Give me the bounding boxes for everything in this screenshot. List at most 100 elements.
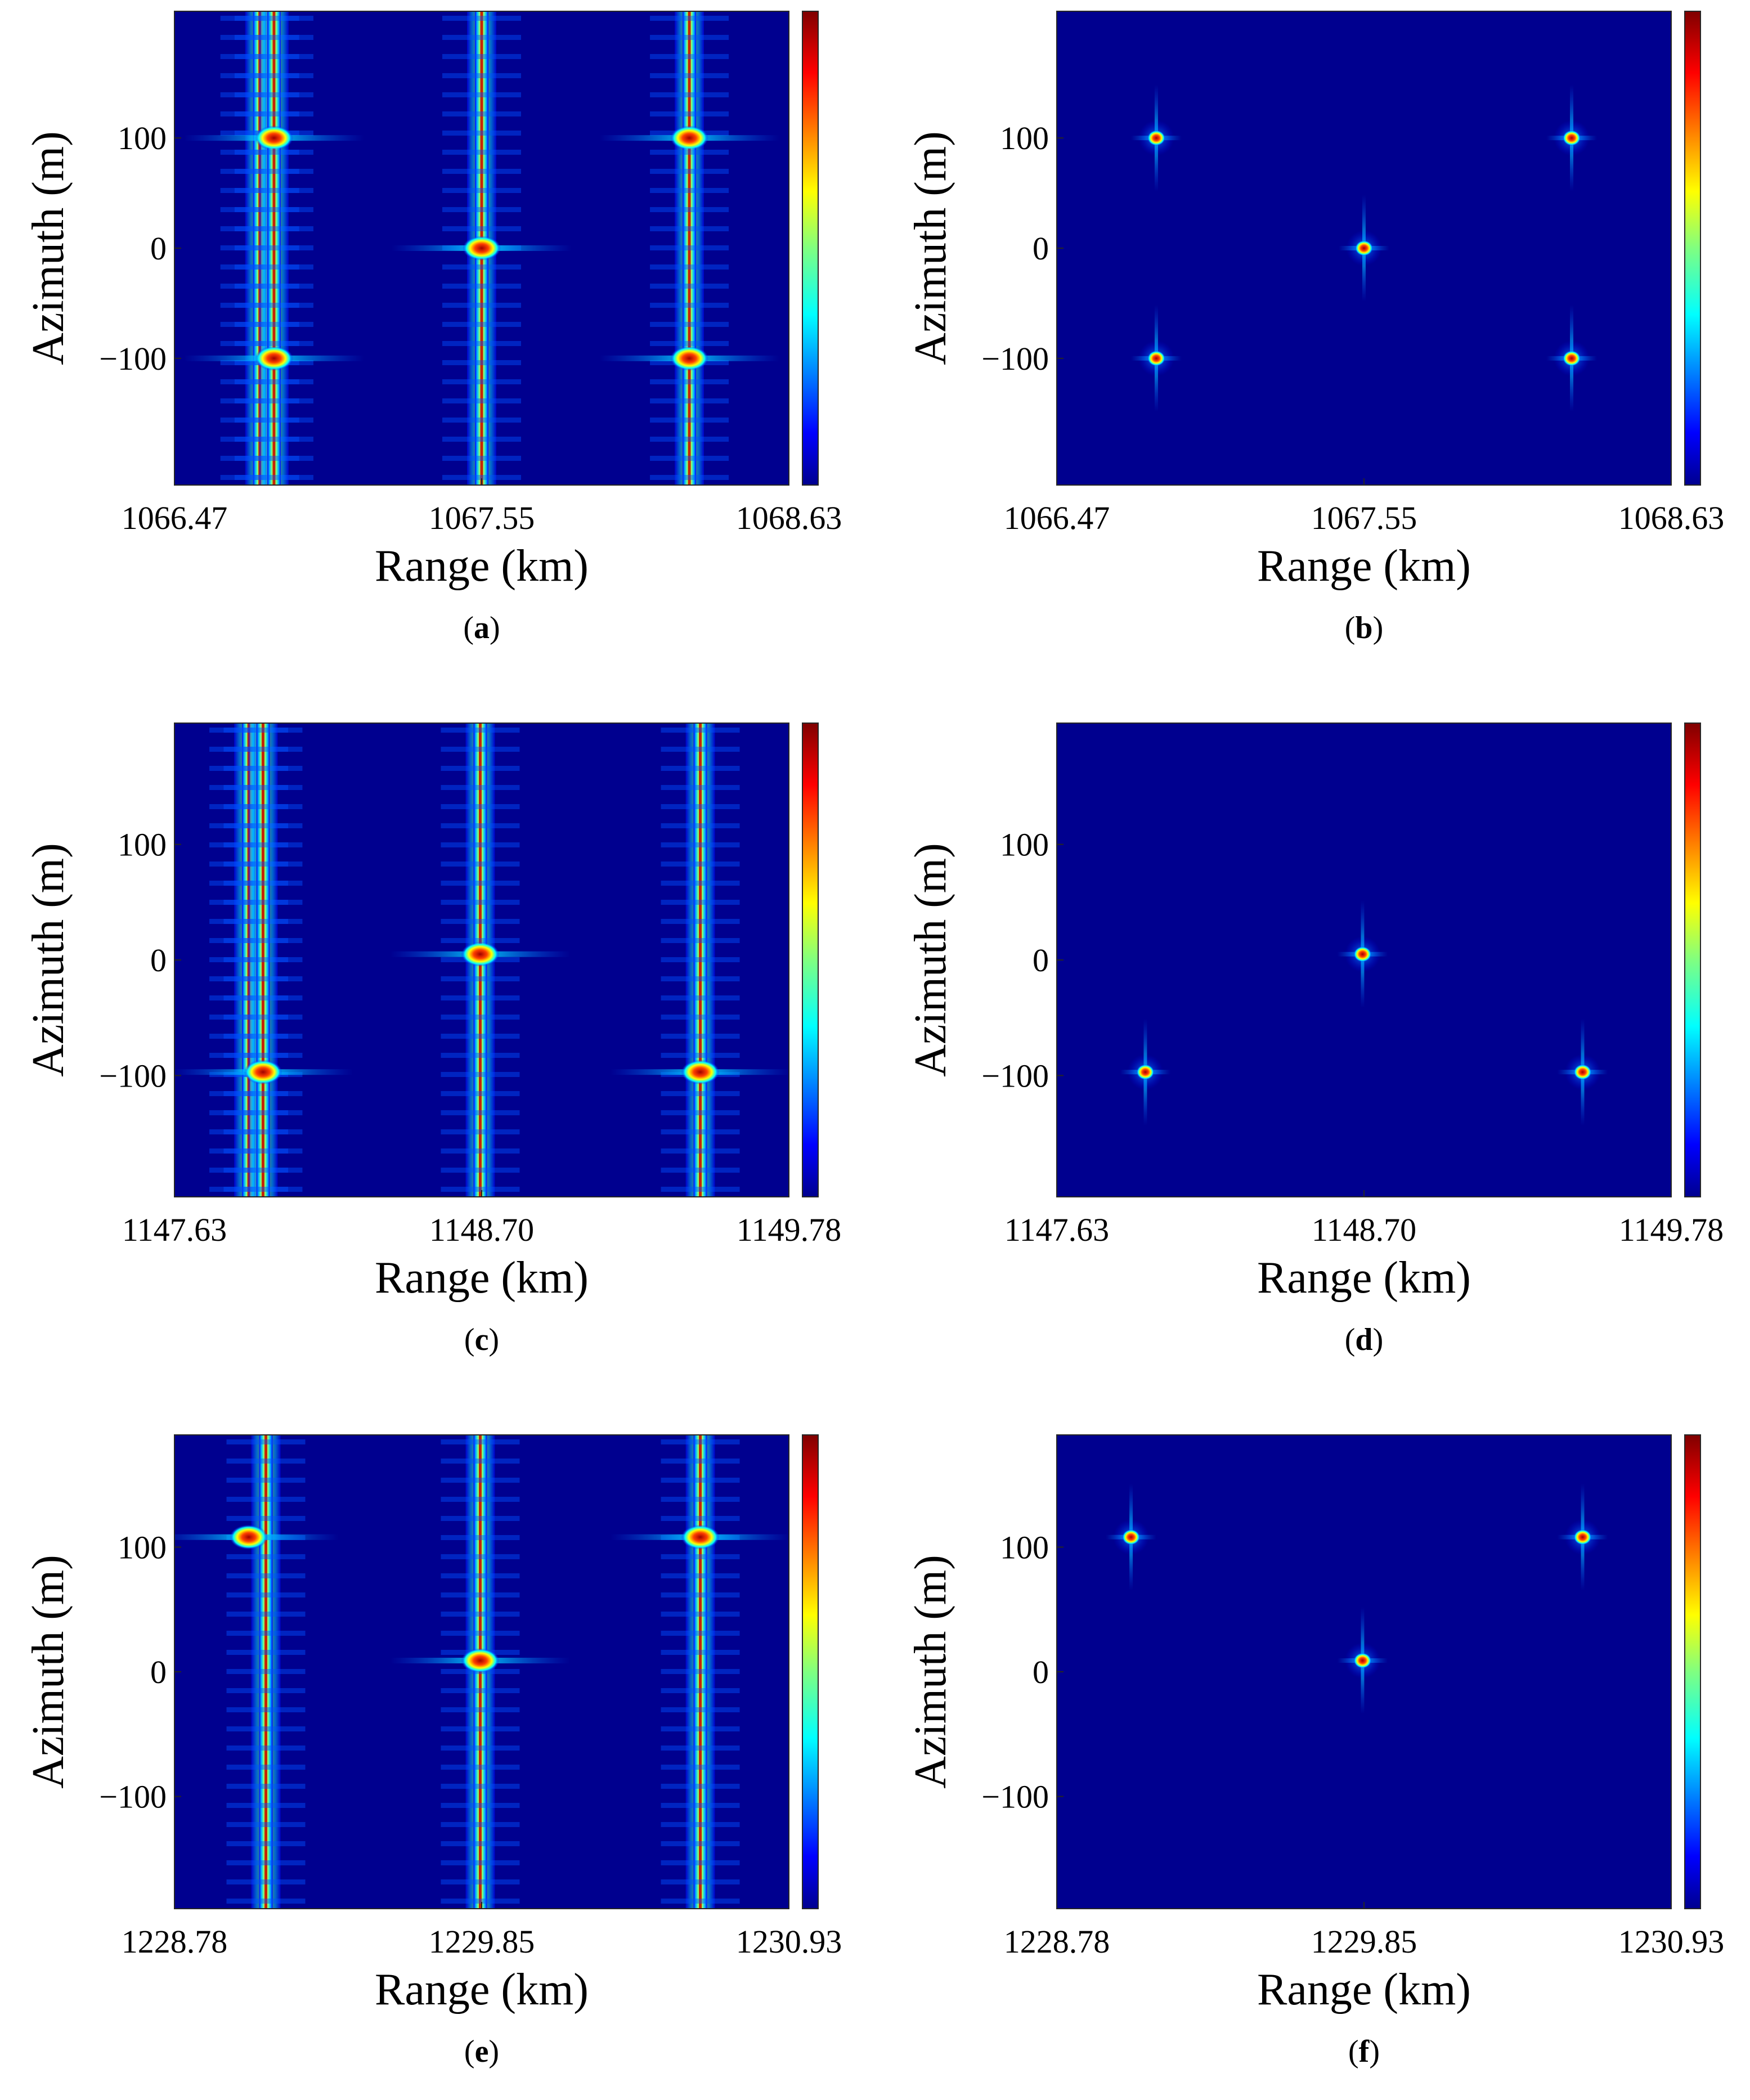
target-response [599,125,780,151]
colorbar [802,1434,819,1909]
x-tick-label: 1067.55 [1311,500,1417,536]
x-tick-label: 1228.78 [1004,1923,1110,1960]
colorbar [1684,723,1701,1197]
target-response [1120,1018,1171,1126]
x-tick-label: 1229.85 [429,1923,535,1960]
x-tick-label: 1149.78 [737,1211,841,1248]
x-tick-label: 1149.78 [1619,1211,1724,1248]
y-tick-label: 0 [150,1654,167,1690]
plot-area [174,723,789,1197]
panel-caption: (f) [1348,2034,1380,2069]
x-tick-label: 1066.47 [122,500,228,536]
panel-c: 100 0 −100 1147.63 1148.70 1149.78 Range (km) A… [24,723,841,1357]
x-tick-label: 1147.63 [122,1211,227,1248]
y-axis-label: Azimuth (m) [906,1555,955,1788]
colorbar [802,723,819,1197]
y-tick-label: 100 [1000,1529,1049,1565]
target-response [1130,304,1182,412]
target-response [392,236,572,261]
colorbar [1684,11,1701,486]
target-response [1337,900,1388,1008]
x-axis-label: Range (km) [1257,1965,1471,2014]
x-tick-label: 1068.63 [736,500,842,536]
x-tick-label: 1228.78 [122,1923,228,1960]
y-tick-label: 100 [118,1529,167,1565]
target-response [1337,1607,1388,1715]
panel-caption: (b) [1345,611,1383,645]
x-axis-label: Range (km) [375,541,589,591]
panel-caption: (a) [463,611,500,645]
target-response [1546,304,1598,412]
x-tick-label: 1066.47 [1004,500,1110,536]
y-tick-label: 100 [118,827,167,863]
y-axis-label: Azimuth (m) [906,843,955,1076]
target-response [1339,195,1389,302]
panel-f: 100 0 −100 1228.78 1229.85 1230.93 Range (km) A… [906,1434,1725,2069]
x-tick-label: 1230.93 [736,1923,842,1960]
x-tick-label: 1068.63 [1618,500,1725,536]
panel-caption: (c) [464,1322,499,1357]
target-response [183,345,364,371]
y-tick-label: −100 [981,1779,1049,1815]
panel-caption: (d) [1345,1322,1383,1357]
plot-area [1057,723,1671,1197]
target-response [174,1060,353,1085]
x-axis-label: Range (km) [1257,541,1471,591]
y-tick-label: 0 [1033,942,1049,979]
panel-caption: (e) [464,2034,499,2069]
y-tick-label: 0 [150,230,167,267]
panel-a: 100 0 −100 1066.47 1067.55 1068.63 Range (km) A… [24,11,842,645]
plot-area [1057,1435,1671,1909]
target-response [610,1060,789,1085]
x-tick-label: 1067.55 [429,500,535,536]
range-stripe [223,723,303,1197]
panel-b: 100 0 −100 1066.47 1067.55 1068.63 Range (km) A… [906,11,1724,645]
range-stripe [226,1435,306,1909]
colorbar [1684,1434,1701,1909]
target-response [1557,1018,1608,1126]
y-axis-label: Azimuth (m) [24,131,73,365]
x-axis-label: Range (km) [375,1965,589,2014]
y-tick-label: 100 [1000,120,1049,156]
target-response [599,345,780,371]
y-axis-label: Azimuth (m) [906,131,955,365]
target-response [390,1648,571,1673]
y-axis-label: Azimuth (m) [24,843,73,1076]
range-stripe [661,1435,740,1909]
y-tick-label: −100 [99,1057,167,1094]
y-tick-label: 0 [150,942,167,979]
range-stripe [650,11,729,485]
range-stripe [661,723,740,1197]
x-axis-label: Range (km) [1257,1253,1471,1303]
y-tick-label: −100 [99,1779,167,1815]
x-tick-label: 1230.93 [1618,1923,1725,1960]
target-response [390,941,571,967]
x-axis-label: Range (km) [375,1253,589,1303]
x-tick-label: 1229.85 [1311,1923,1417,1960]
plot-area [174,11,789,485]
y-tick-label: 100 [118,120,167,156]
y-axis-label: Azimuth (m) [24,1555,73,1788]
y-tick-label: −100 [981,1057,1049,1094]
y-tick-label: −100 [99,340,167,377]
target-response [1106,1483,1157,1591]
x-tick-label: 1148.70 [429,1211,534,1248]
target-response [610,1524,789,1550]
plot-area [1057,11,1671,485]
target-response [1130,84,1182,192]
panel-d: 100 0 −100 1147.63 1148.70 1149.78 Range (km) A… [906,723,1724,1357]
y-tick-label: −100 [981,340,1049,377]
y-tick-label: 0 [1033,1654,1049,1690]
target-response [174,1524,339,1550]
plot-area [174,1435,789,1909]
x-tick-label: 1147.63 [1004,1211,1109,1248]
x-tick-label: 1148.70 [1312,1211,1416,1248]
target-response [1557,1483,1608,1591]
target-response [1546,84,1598,192]
y-tick-label: 100 [1000,827,1049,863]
target-response [183,125,364,151]
colorbar [802,11,819,486]
panel-e: 100 0 −100 1228.78 1229.85 1230.93 Range (km) A… [24,1434,842,2069]
y-tick-label: 0 [1033,230,1049,267]
